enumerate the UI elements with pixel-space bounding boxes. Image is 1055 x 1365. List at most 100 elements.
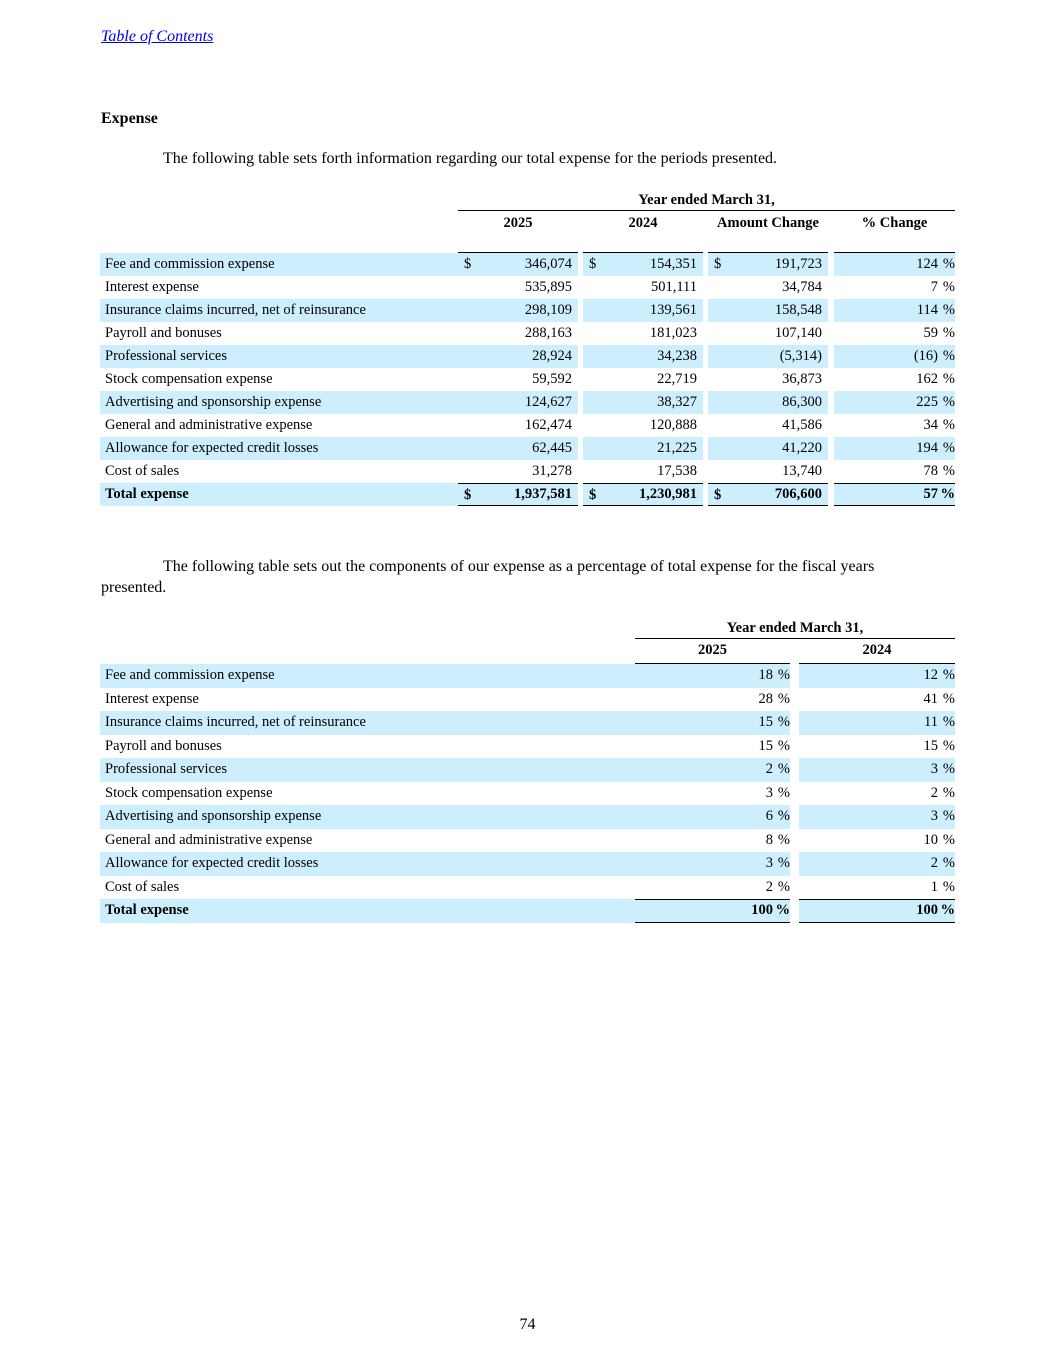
value-2025: 162,474: [524, 417, 572, 433]
amount-change: 13,740: [782, 463, 822, 479]
table-row: Payroll and bonuses 288,163 181,023 107,14…: [100, 322, 955, 345]
amount-change: 34,784: [782, 279, 822, 295]
value-2024: 120,888: [649, 417, 697, 433]
row-label: General and administrative expense: [105, 831, 313, 848]
amount-change: 706,600: [774, 486, 822, 502]
row-label: Payroll and bonuses: [105, 325, 222, 341]
col-header-amount-change: Amount Change: [708, 211, 828, 253]
row-label: Insurance claims incurred, net of reinsu…: [100, 299, 458, 322]
pct-2024: 2: [930, 855, 938, 872]
row-label: Advertising and sponsorship expense: [100, 391, 458, 414]
table-row: General and administrative expense 162,4…: [100, 414, 955, 437]
pct-2024: 10: [923, 831, 939, 848]
value-2024: 139,561: [649, 302, 697, 318]
value-2025: 124,627: [524, 394, 572, 410]
value-2024: 154,351: [649, 256, 697, 272]
row-label: Total expense: [100, 899, 635, 923]
amount-change: (5,314): [779, 348, 822, 364]
amount-change: 158,548: [774, 302, 822, 318]
page-number: 74: [519, 1316, 536, 1333]
row-label: Fee and commission expense: [100, 253, 458, 276]
value-2025: 59,592: [532, 371, 572, 387]
currency-symbol: $: [714, 256, 722, 272]
pct-change: (16): [913, 348, 939, 364]
pct-change: 162: [916, 371, 939, 387]
pct-2025: 15: [758, 714, 774, 731]
section-heading: Expense: [101, 110, 158, 127]
pct-2024: 15: [923, 737, 939, 754]
row-label: General and administrative expense: [105, 417, 313, 433]
value-2024: 1,230,981: [639, 486, 697, 502]
row-label: Allowance for expected credit losses: [100, 437, 458, 460]
row-label: Allowance for expected credit losses: [100, 852, 635, 876]
pct-change: 124: [916, 256, 939, 272]
group-header: Year ended March 31,: [458, 192, 956, 211]
col-header-2025: 2025: [635, 639, 790, 664]
row-label: Stock compensation expense: [105, 371, 273, 387]
pct-2025: 18: [758, 667, 774, 684]
table-row: Interest expense 28% 41%: [100, 687, 955, 711]
table-row: Fee and commission expense 18% 12%: [100, 664, 955, 688]
pct-change: 7: [930, 279, 939, 295]
pct-2025: 8: [765, 831, 773, 848]
pct-2024: 11: [924, 714, 938, 731]
table-row: Cost of sales 31,278 17,538 13,740 78%: [100, 460, 955, 483]
pct-2024: 3: [930, 808, 938, 825]
row-label: Total expense: [100, 483, 458, 506]
row-label: Cost of sales: [105, 463, 180, 479]
pct-2024: 12: [923, 667, 939, 684]
pct-2025: 100: [751, 902, 773, 919]
table-row: Interest expense 535,895 501,111 34,784 7%: [100, 276, 955, 299]
col-header-2024: 2024: [583, 211, 703, 253]
pct-2025: 3: [765, 784, 773, 801]
col-header-2024: 2024: [799, 639, 955, 664]
value-2025: 288,163: [524, 325, 572, 341]
table-row: Stock compensation expense 59,592 22,719 3…: [100, 368, 955, 391]
pct-2024: 1: [930, 878, 938, 895]
row-label: Interest expense: [105, 690, 199, 707]
paragraph-intro-table1: The following table sets forth informati…: [163, 150, 778, 167]
currency-symbol: $: [464, 256, 472, 272]
table-row: Total expense 100% 100%: [100, 899, 955, 923]
table-row: Professional services 28,924 34,238 (5,314…: [100, 345, 956, 368]
col-header-2025: 2025: [458, 211, 578, 253]
pct-change: 34: [923, 417, 939, 433]
currency-symbol: $: [714, 487, 722, 503]
col-header-pct-change: % Change: [834, 211, 956, 253]
amount-change: 41,220: [782, 440, 822, 456]
row-label: Interest expense: [105, 279, 199, 295]
table-row: Fee and commission expense $346,074 $154,…: [100, 253, 956, 276]
table-of-contents-link[interactable]: Table of Contents: [101, 28, 214, 45]
row-label: Fee and commission expense: [100, 664, 635, 688]
value-2025: 535,895: [524, 279, 572, 295]
pct-2025: 2: [765, 878, 773, 895]
paragraph-intro-table2: The following table sets out the compone…: [101, 558, 875, 596]
row-label: Cost of sales: [105, 878, 180, 895]
expense-table: Year ended March 31, 2025 2024 Amount Ch…: [100, 192, 956, 506]
row-label: Advertising and sponsorship expense: [100, 805, 635, 829]
amount-change: 41,586: [782, 417, 822, 433]
currency-symbol: $: [589, 487, 597, 503]
pct-2025: 28: [758, 690, 774, 707]
pct-2024: 41: [923, 690, 939, 707]
row-label: Professional services: [100, 758, 635, 782]
expense-percentage-table: Year ended March 31, 2025 2024 Fee and c…: [100, 620, 955, 923]
table-row: Insurance claims incurred, net of reinsu…: [100, 299, 956, 322]
value-2025: 28,924: [532, 348, 572, 364]
value-2024: 21,225: [657, 440, 697, 456]
table-row: Advertising and sponsorship expense 124,…: [100, 391, 956, 414]
amount-change: 36,873: [782, 371, 822, 387]
currency-symbol: $: [589, 256, 597, 272]
pct-change: 57: [923, 486, 939, 502]
pct-2025: 3: [765, 855, 773, 872]
value-2024: 501,111: [650, 279, 697, 295]
row-label: Insurance claims incurred, net of reinsu…: [100, 711, 635, 735]
pct-change: 114: [916, 302, 939, 318]
value-2025: 346,074: [524, 256, 572, 272]
table-row: Professional services 2% 3%: [100, 758, 955, 782]
pct-change: 225: [916, 394, 939, 410]
pct-2024: 3: [930, 761, 938, 778]
value-2025: 1,937,581: [514, 486, 572, 502]
table-row: Stock compensation expense 3% 2%: [100, 781, 955, 805]
